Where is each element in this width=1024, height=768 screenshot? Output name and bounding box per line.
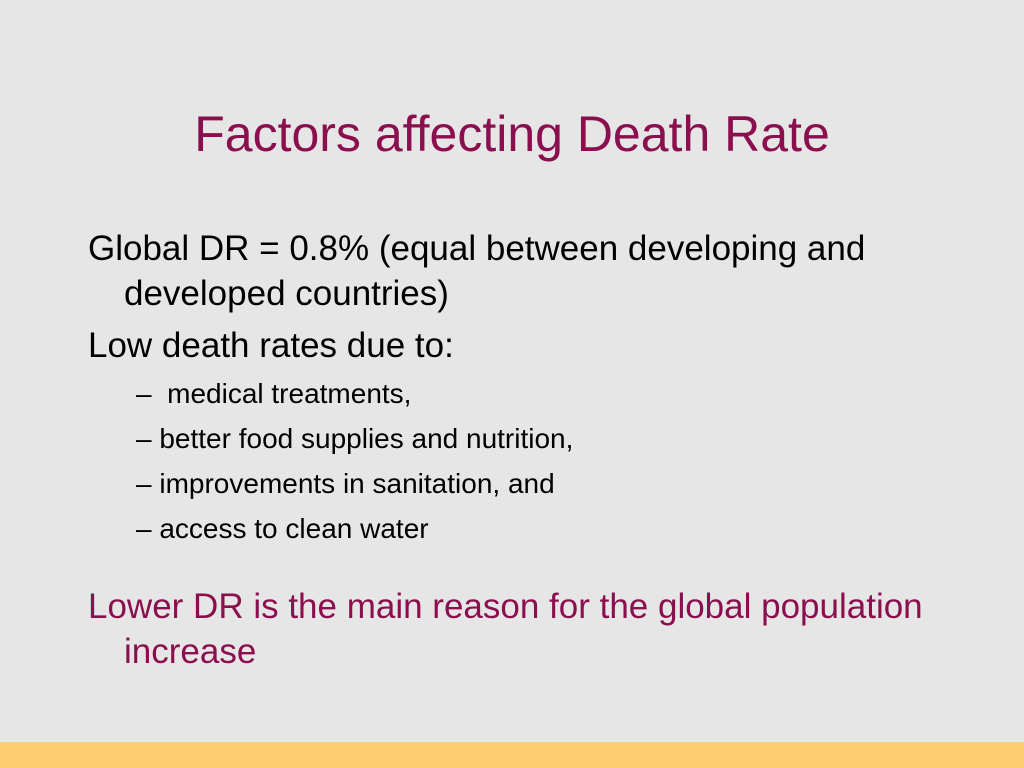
footer-bar bbox=[0, 742, 1024, 768]
sub-bullet-food: – better food supplies and nutrition, bbox=[136, 423, 574, 454]
slide-body: Global DR = 0.8% (equal between developi… bbox=[88, 226, 948, 674]
sub-bullet-water: – access to clean water bbox=[136, 513, 429, 544]
bullet-global-dr: Global DR = 0.8% (equal between developi… bbox=[88, 229, 866, 313]
bullet-low-death-rates: Low death rates due to: bbox=[88, 326, 454, 365]
sub-bullet-sanitation: – improvements in sanitation, and bbox=[136, 468, 555, 499]
sub-bullet-medical: – medical treatments, bbox=[136, 378, 412, 409]
bullet-conclusion: Lower DR is the main reason for the glob… bbox=[88, 587, 923, 671]
sub-bullet-list: – medical treatments, – better food supp… bbox=[88, 371, 948, 551]
slide-title: Factors affecting Death Rate bbox=[194, 106, 830, 162]
